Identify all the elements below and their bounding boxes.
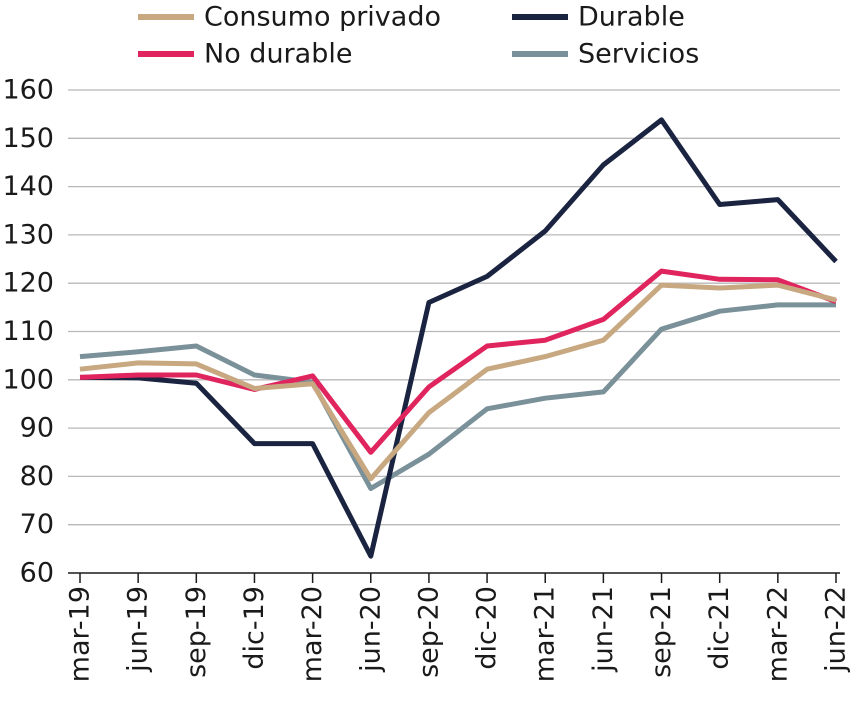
y-tick-label: 150 [2,123,54,154]
x-tick-label: jun-19 [123,586,154,673]
y-tick-label: 80 [20,461,54,492]
legend: Consumo privado Durable No durable Servicio… [138,2,699,70]
y-tick-label: 60 [20,558,54,589]
series-line-servicios [79,302,836,491]
x-tick-label: mar-21 [530,586,561,682]
x-axis: mar-19 jun-19 sep-19 dic-19 mar-20 jun-20 sep-… [65,572,852,682]
x-tick-label: sep-21 [646,586,677,678]
x-tick-label: dic-20 [472,586,503,670]
x-tick-label: dic-19 [239,586,270,670]
x-tick-label: mar-19 [65,586,96,682]
legend-label-servicios: Servicios [578,39,699,70]
y-tick-label: 110 [2,316,54,347]
y-tick-label: 140 [2,171,54,202]
legend-label-consumo-privado: Consumo privado [204,2,441,33]
legend-label-no-durable: No durable [204,39,352,70]
x-tick-label: sep-20 [413,586,444,678]
series-line-consumo-privado [79,282,837,482]
x-tick-label: jun-21 [588,586,619,673]
grid-lines [68,89,840,526]
legend-label-durable: Durable [578,2,685,33]
y-tick-label: 120 [2,268,54,299]
x-tick-label: jun-20 [355,586,386,673]
y-tick-label: 160 [2,75,54,106]
y-axis-ticks: 60 70 80 90 100 110 120 130 140 150 160 [2,75,54,589]
series-lines [79,117,838,559]
y-tick-label: 100 [2,364,54,395]
x-tick-label: mar-20 [297,586,328,682]
x-tick-label: jun-22 [821,586,852,673]
x-tick-label: sep-19 [181,586,212,678]
x-tick-label: mar-22 [762,586,793,682]
series-line-no-durable [79,268,837,455]
series-line-durable [79,117,838,559]
x-tick-label: dic-21 [704,586,735,670]
y-tick-label: 70 [20,509,54,540]
y-tick-label: 90 [20,413,54,444]
y-tick-label: 130 [2,219,54,250]
